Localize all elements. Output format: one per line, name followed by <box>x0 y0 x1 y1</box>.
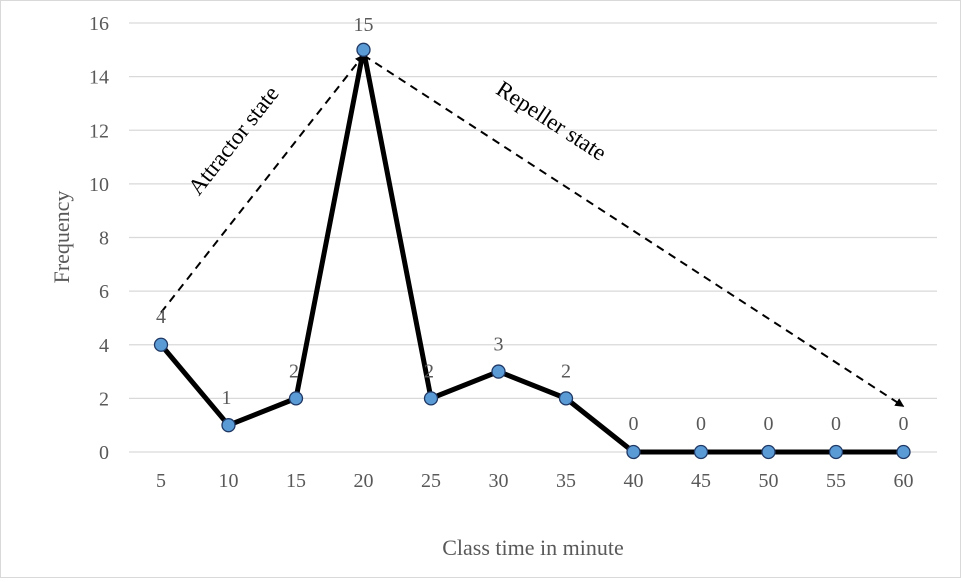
y-axis-ticks: 0 2 4 6 8 10 12 14 16 <box>89 13 109 464</box>
data-label: 2 <box>424 360 434 382</box>
data-point <box>153 337 169 352</box>
y-tick-label: 14 <box>89 67 109 89</box>
y-tick-label: 2 <box>99 388 109 410</box>
x-tick-label: 40 <box>624 470 644 492</box>
annotation-label: Attractor state <box>183 81 284 199</box>
x-tick-label: 45 <box>691 470 711 492</box>
y-tick-label: 8 <box>99 228 109 250</box>
y-tick-label: 12 <box>89 120 109 142</box>
x-tick-label: 25 <box>421 470 441 492</box>
x-tick-label: 35 <box>556 470 576 492</box>
data-point <box>221 418 236 433</box>
data-label: 1 <box>222 387 232 409</box>
data-point <box>896 444 911 460</box>
data-point <box>491 364 506 379</box>
data-label: 0 <box>831 413 841 435</box>
data-label: 2 <box>561 360 571 382</box>
data-label: 0 <box>629 413 639 435</box>
y-tick-label: 6 <box>99 281 109 303</box>
data-label: 0 <box>899 413 909 435</box>
data-point <box>828 444 844 460</box>
x-axis-title: Class time in minute <box>442 535 624 560</box>
data-label: 3 <box>494 334 504 356</box>
annotation-arrow <box>160 54 365 314</box>
annotation-label: Repeller state <box>492 76 611 166</box>
gridlines <box>129 22 937 453</box>
data-point <box>356 42 371 57</box>
y-tick-label: 10 <box>89 174 109 196</box>
y-axis-title: Frequency <box>49 191 74 284</box>
x-tick-label: 30 <box>489 470 509 492</box>
y-tick-label: 16 <box>89 13 109 35</box>
data-label: 15 <box>354 14 374 36</box>
data-point <box>558 391 574 406</box>
data-label: 4 <box>156 306 166 328</box>
data-label: 2 <box>289 360 299 382</box>
y-tick-label: 4 <box>99 335 109 357</box>
x-axis-ticks: 5 10 15 20 25 30 35 40 45 50 55 60 <box>156 470 914 492</box>
data-point <box>761 444 776 460</box>
x-tick-label: 50 <box>759 470 779 492</box>
data-point <box>693 444 709 460</box>
data-point <box>626 444 641 460</box>
x-tick-label: 15 <box>286 470 306 492</box>
y-tick-label: 0 <box>99 442 109 464</box>
x-tick-label: 55 <box>826 470 846 492</box>
annotation-arrow <box>362 54 905 408</box>
annotations: Attractor state Repeller state <box>160 54 905 408</box>
data-label: 0 <box>764 413 774 435</box>
x-tick-label: 10 <box>219 470 239 492</box>
data-point <box>288 391 304 406</box>
series-line <box>159 47 904 455</box>
x-tick-label: 20 <box>354 470 374 492</box>
data-label: 0 <box>696 413 706 435</box>
data-labels: 4 1 2 15 2 3 2 0 0 0 0 0 <box>156 14 909 435</box>
data-point <box>423 391 439 406</box>
x-tick-label: 5 <box>156 470 166 492</box>
series <box>153 42 911 460</box>
x-tick-label: 60 <box>894 470 914 492</box>
